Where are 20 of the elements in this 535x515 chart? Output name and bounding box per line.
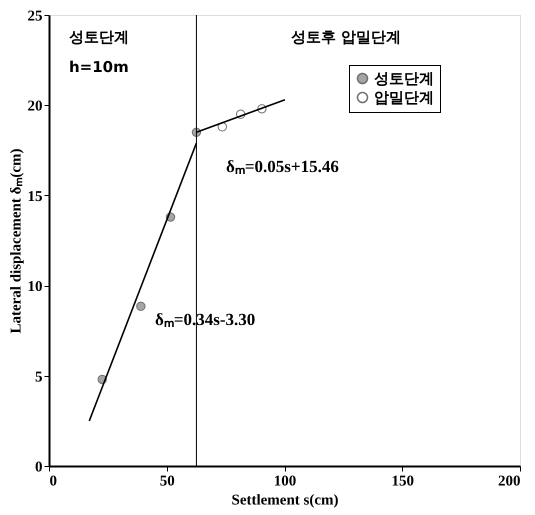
y-tick-label: 15 xyxy=(28,188,42,205)
y-tick-label: 20 xyxy=(28,98,42,115)
annotation: 성토후 압밀단계 xyxy=(291,28,402,46)
legend-label: 압밀단계 xyxy=(374,90,434,106)
x-tick-label: 100 xyxy=(274,474,296,490)
x-axis-title: Settlement s(cm) xyxy=(231,492,339,508)
annotation: 성토단계 xyxy=(69,28,129,46)
point xyxy=(136,302,146,312)
x-tick-label: 0 xyxy=(50,474,57,490)
y-tick-label: 25 xyxy=(28,8,42,24)
y-tick-label: 10 xyxy=(28,279,42,296)
x-tick-label: 50 xyxy=(160,474,175,490)
legend-label: 성토단계 xyxy=(374,72,434,88)
annotation: δₘ=0.05s+15.46 xyxy=(226,157,339,176)
x-tick-label: 150 xyxy=(392,474,414,490)
y-axis-title: Lateral displacement δₘ(cm) xyxy=(8,148,24,334)
x-tick-label: 200 xyxy=(498,474,520,490)
annotation: h=10m xyxy=(69,58,129,76)
y-tick-label: 0 xyxy=(35,460,42,476)
y-tick-label: 5 xyxy=(35,369,42,386)
